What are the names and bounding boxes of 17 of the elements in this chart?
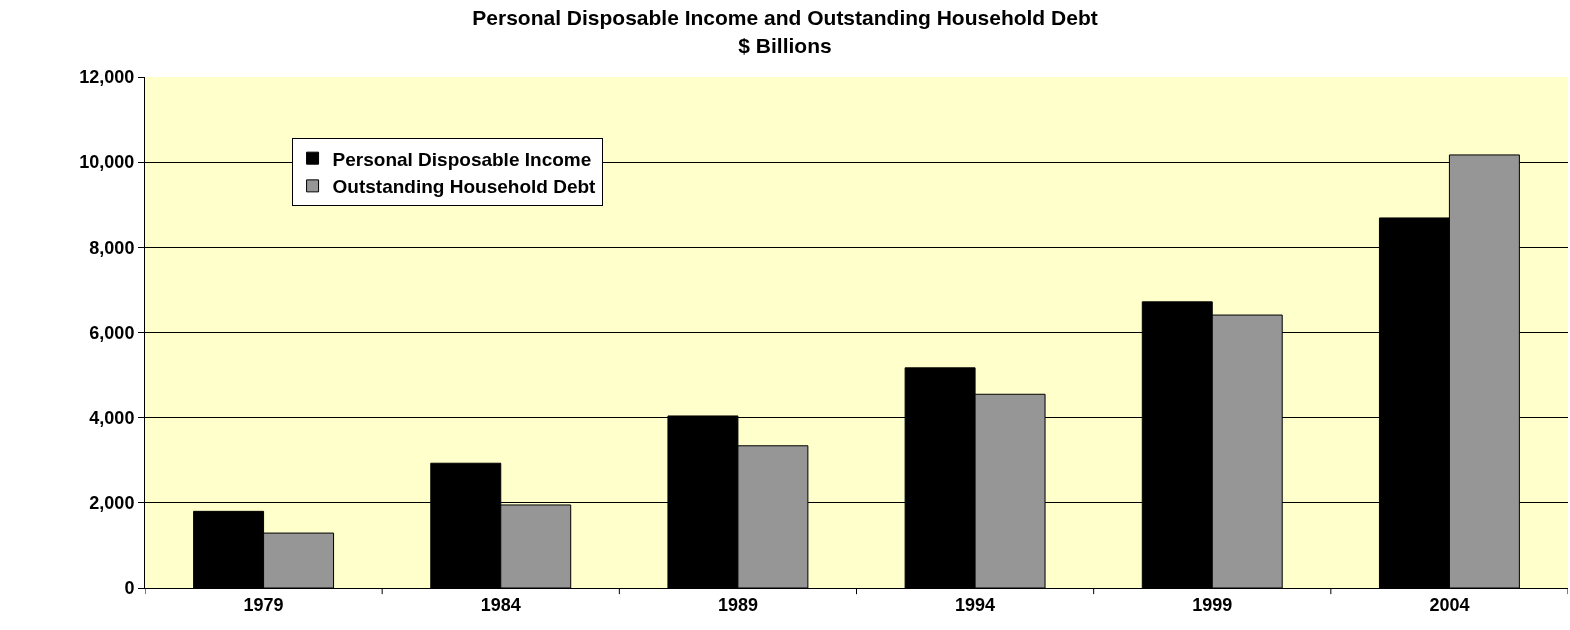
legend-label: Outstanding Household Debt bbox=[332, 176, 597, 198]
y-tick-label: 2,000 bbox=[89, 493, 135, 514]
y-tick-label: 6,000 bbox=[89, 322, 135, 343]
y-tick-label: 12,000 bbox=[79, 67, 135, 88]
x-tick-label: 1979 bbox=[243, 594, 284, 615]
x-tick-label: 1989 bbox=[717, 594, 758, 615]
chart-subtitle: $ Billions bbox=[738, 33, 832, 57]
chart-title: Personal Disposable Income and Outstanding Household Debt bbox=[472, 6, 1098, 30]
y-tick-label: 10,000 bbox=[79, 152, 135, 173]
x-tick-label: 1994 bbox=[955, 594, 996, 615]
y-tick-label: 8,000 bbox=[89, 237, 135, 258]
x-tick-label: 2004 bbox=[1429, 594, 1470, 615]
x-tick-label: 1999 bbox=[1192, 594, 1233, 615]
x-tick-label: 1984 bbox=[480, 594, 521, 615]
y-tick-label: 4,000 bbox=[89, 407, 135, 428]
y-tick-label: 0 bbox=[124, 578, 135, 599]
legend-label: Personal Disposable Income bbox=[332, 148, 592, 170]
